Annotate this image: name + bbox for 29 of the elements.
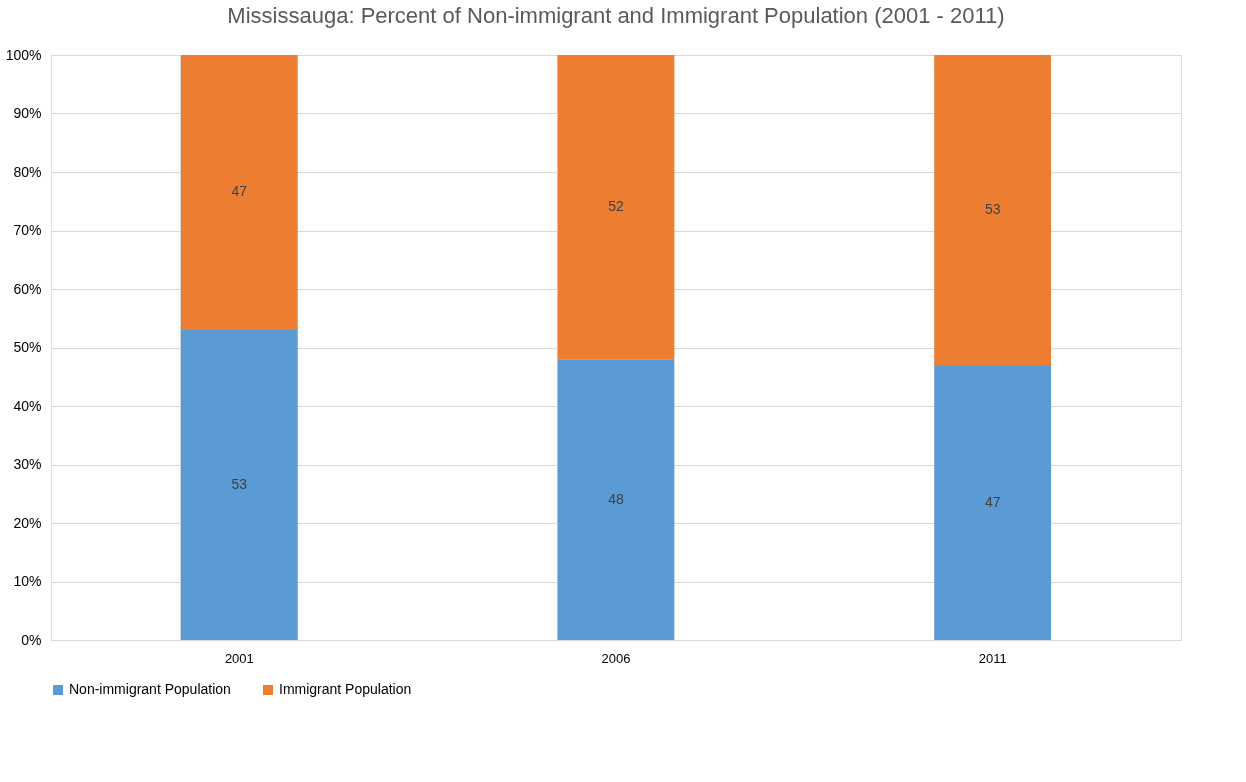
y-tick-label: 50% [13, 339, 42, 355]
data-label: 53 [984, 201, 1001, 218]
data-label: 47 [231, 183, 248, 200]
legend-label: Immigrant Population [279, 681, 412, 697]
y-tick-label: 80% [13, 163, 42, 180]
x-tick-label: 2011 [978, 650, 1007, 666]
bar [934, 55, 1052, 366]
data-label: 47 [984, 493, 1001, 510]
bar [180, 55, 298, 330]
bar [557, 55, 675, 360]
y-tick-label: 60% [13, 280, 42, 297]
x-tick-label: 2001 [224, 650, 254, 666]
bar [180, 329, 298, 640]
x-tick-label: 2006 [601, 650, 631, 666]
bar [557, 359, 675, 640]
bar [934, 365, 1052, 640]
y-tick-label: 0% [21, 631, 42, 648]
y-tick-label: 100% [5, 46, 42, 63]
data-label: 48 [608, 490, 624, 507]
legend-label: Non-immigrant Population [69, 681, 231, 697]
data-label: 53 [231, 475, 248, 492]
y-tick-label: 70% [13, 222, 42, 238]
y-tick-label: 90% [13, 105, 42, 121]
y-tick-label: 10% [13, 573, 42, 589]
y-tick-label: 20% [13, 514, 42, 531]
data-label: 52 [608, 198, 624, 215]
chart-title: Mississauga: Percent of Non-immigrant and Immigrant Population (2001 - 2011) [227, 3, 1005, 28]
y-tick-label: 40% [13, 397, 42, 414]
y-tick-label: 30% [13, 456, 42, 472]
